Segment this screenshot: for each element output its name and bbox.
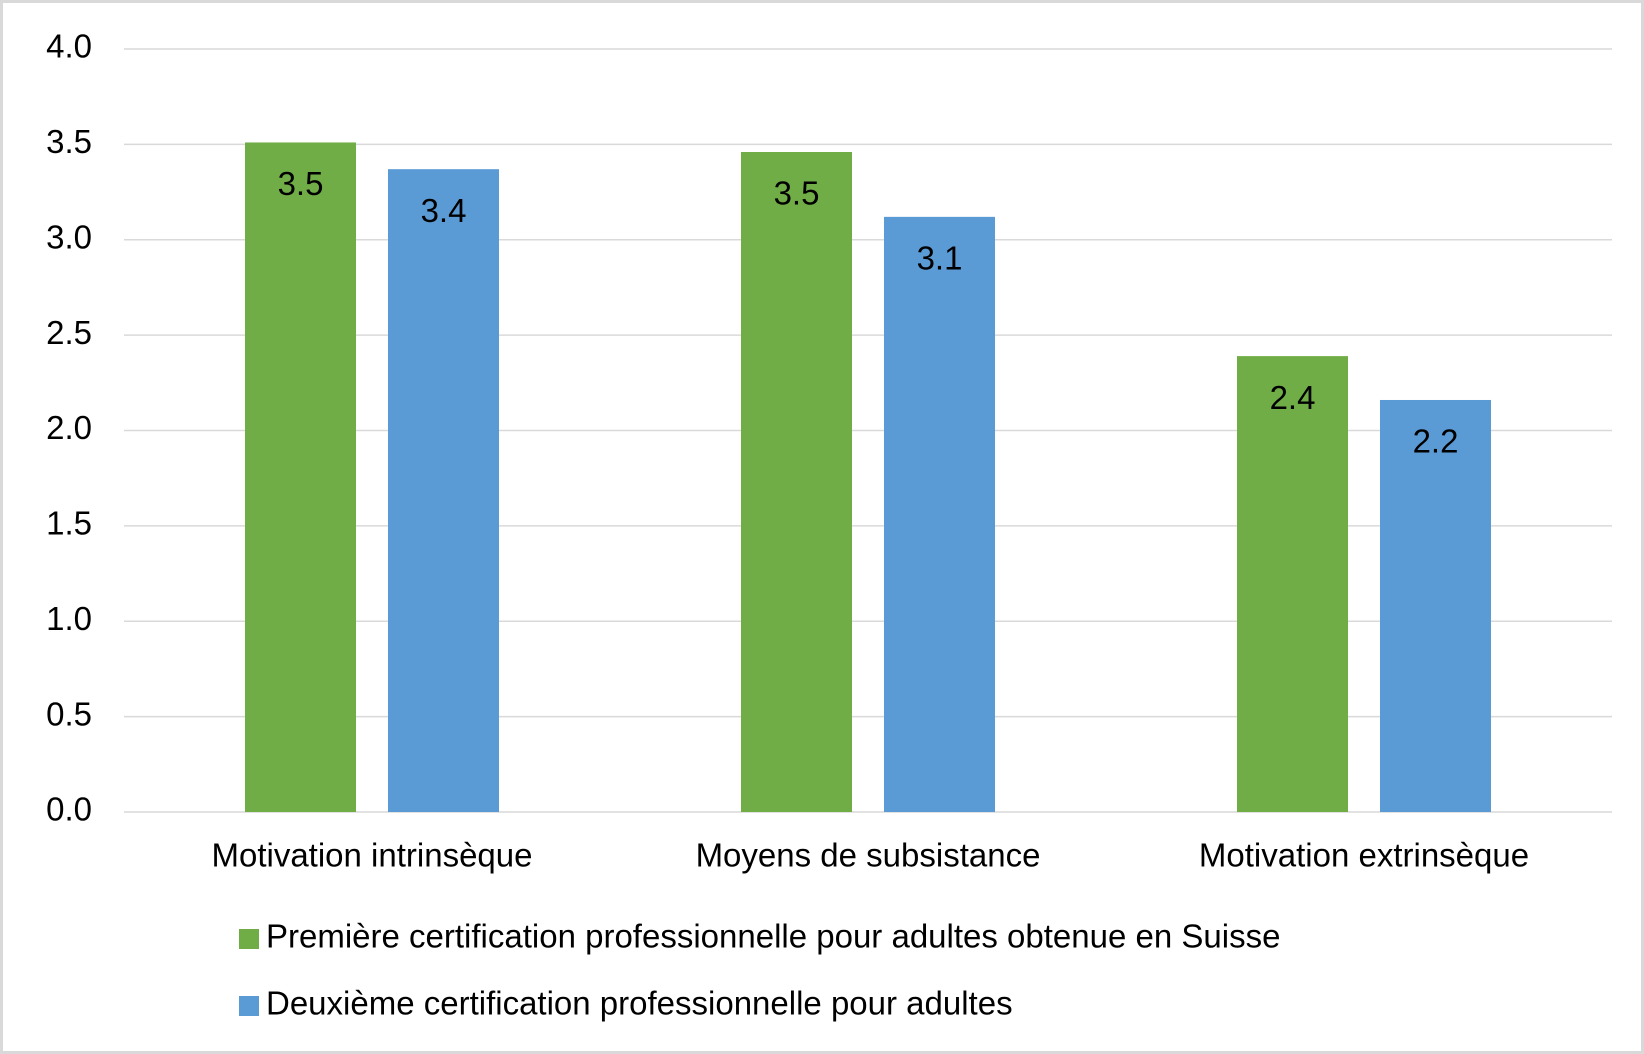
bar xyxy=(741,152,852,812)
x-tick-label: Motivation extrinsèque xyxy=(1199,837,1529,874)
data-label: 3.4 xyxy=(421,192,467,229)
bar xyxy=(245,142,356,812)
y-tick-label: 0.5 xyxy=(46,695,92,732)
x-tick-label: Motivation intrinsèque xyxy=(211,837,532,874)
y-tick-label: 0.0 xyxy=(46,791,92,828)
legend-swatch xyxy=(239,996,259,1016)
y-tick-label: 2.0 xyxy=(46,409,92,446)
legend-label: Deuxième certification professionnelle p… xyxy=(266,985,1013,1022)
y-tick-label: 3.0 xyxy=(46,218,92,255)
bar xyxy=(1237,356,1348,812)
data-label: 3.5 xyxy=(774,175,820,212)
y-tick-label: 1.0 xyxy=(46,600,92,637)
data-label: 2.2 xyxy=(1413,423,1459,460)
y-tick-label: 1.5 xyxy=(46,505,92,542)
legend-swatch xyxy=(239,929,259,949)
data-label: 3.1 xyxy=(917,240,963,277)
legend-label: Première certification professionnelle p… xyxy=(266,918,1280,955)
bar xyxy=(884,216,995,813)
bar xyxy=(388,169,499,813)
x-tick-label: Moyens de subsistance xyxy=(696,837,1041,874)
y-tick-label: 3.5 xyxy=(46,123,92,160)
data-label: 2.4 xyxy=(1270,379,1316,416)
y-tick-label: 4.0 xyxy=(46,28,92,65)
data-label: 3.5 xyxy=(278,165,324,202)
bar xyxy=(1380,399,1491,812)
y-tick-label: 2.5 xyxy=(46,314,92,351)
